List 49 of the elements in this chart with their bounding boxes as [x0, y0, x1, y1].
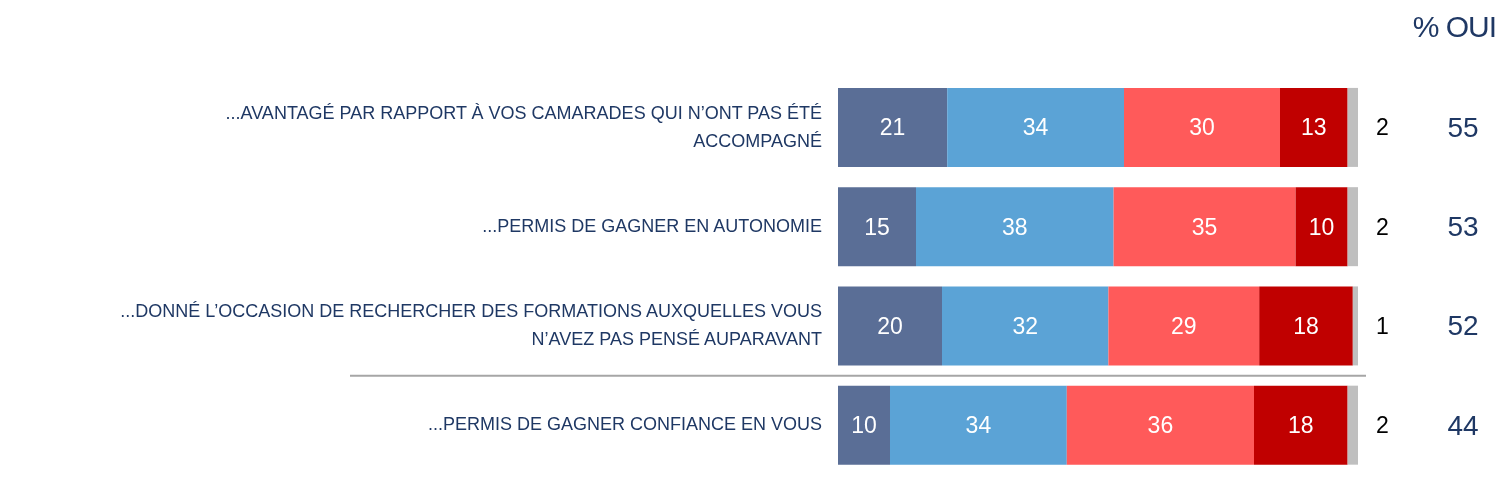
text: 52: [1447, 310, 1479, 342]
text: 55: [1447, 111, 1479, 143]
data-label: 18: [1293, 312, 1319, 339]
bar: [1352, 286, 1358, 366]
bar: [890, 385, 1067, 465]
data-label: 30: [1189, 114, 1215, 141]
data-label: 29: [1171, 312, 1197, 339]
bar: [1108, 286, 1260, 366]
y-tick-label: ...PERMIS DE GAGNER EN AUTONOMIE: [482, 215, 822, 236]
bar: [1295, 187, 1348, 267]
data-label: 35: [1191, 213, 1218, 240]
data-label: 20: [877, 312, 903, 339]
data-label: 1: [1376, 312, 1389, 339]
data-label: 10: [851, 412, 877, 439]
data-label: 2: [1376, 213, 1389, 240]
bar: [1066, 385, 1254, 465]
data-label: 21: [879, 114, 906, 141]
bar: [1254, 385, 1348, 465]
data-label: 13: [1301, 114, 1327, 141]
bar: [838, 286, 942, 366]
bar: [942, 286, 1109, 366]
bar: [838, 385, 890, 465]
data-label: 34: [1022, 114, 1049, 141]
bar: [1347, 385, 1358, 465]
bar: [916, 187, 1114, 267]
bar: [947, 87, 1124, 167]
bar: [1347, 87, 1358, 167]
text: % OUI: [1412, 10, 1496, 44]
data-label: 18: [1288, 412, 1314, 439]
data-label: 38: [1002, 213, 1028, 240]
data-label: 34: [965, 412, 992, 439]
data-label: 15: [864, 213, 890, 240]
data-label: 10: [1308, 213, 1335, 240]
bar: [1259, 286, 1353, 366]
bar: [1113, 187, 1296, 267]
data-label: 2: [1376, 412, 1389, 439]
text: 44: [1447, 409, 1479, 441]
text: 53: [1447, 211, 1479, 243]
bar: [838, 187, 916, 267]
data-label: 2: [1376, 114, 1389, 141]
y-tick-label: ...DONNÉ L’OCCASION DE RECHERCHER DES FORMATIONS AUXQUELLES VOUS N’AVEZ PAS PENSÉ AUPARAVANT: [120, 300, 822, 349]
data-label: 36: [1147, 412, 1174, 439]
bar: [838, 87, 948, 167]
y-tick-label: ...PERMIS DE GAGNER CONFIANCE EN VOUS: [427, 414, 822, 435]
bar: [1124, 87, 1280, 167]
data-label: 32: [1012, 312, 1038, 339]
bar: [1280, 87, 1348, 167]
y-tick-label: ...AVANTAGÉ PAR RAPPORT À VOS CAMARADES QUI N’ONT PAS ÉTÉ ACCOMPAGNÉ: [225, 102, 822, 151]
bar: [1347, 187, 1358, 267]
